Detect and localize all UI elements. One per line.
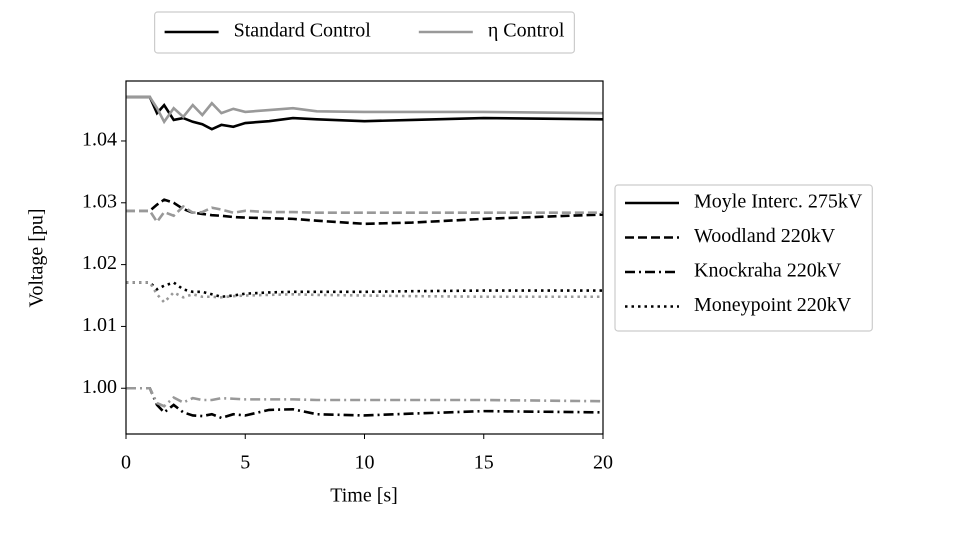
x-tick-label: 20: [593, 452, 613, 474]
x-axis-label: Time [s]: [330, 485, 398, 507]
series-line: [126, 198, 604, 226]
x-tick-label: 5: [240, 452, 250, 474]
y-tick-label: 1.04: [82, 129, 117, 151]
legend-box: [154, 11, 575, 54]
y-tick-label: 1.03: [82, 190, 117, 212]
y-axis-label: Voltage [pu]: [26, 208, 48, 307]
series-line: [126, 386, 604, 420]
legend-label: Moyle Interc. 275kV: [694, 191, 863, 213]
y-tick-label: 1.01: [82, 314, 117, 336]
legend-box: [614, 184, 873, 332]
legend-label: η Control: [488, 20, 565, 42]
x-tick-label: 10: [355, 452, 375, 474]
y-tick-label: 1.02: [82, 252, 117, 274]
x-tick-label: 0: [121, 452, 131, 474]
y-tick-label: 1.00: [82, 376, 117, 398]
series-line: [126, 281, 603, 305]
series-line: [126, 386, 604, 408]
x-tick-label: 15: [474, 452, 494, 474]
legend-label: Standard Control: [234, 20, 372, 42]
plot-frame: [125, 80, 604, 435]
series-line: [126, 95, 604, 131]
legend-label: Knockraha 220kV: [694, 260, 842, 282]
series-line: [126, 95, 604, 125]
legend-label: Woodland 220kV: [694, 225, 836, 247]
legend-label: Moneypoint 220kV: [694, 294, 852, 316]
